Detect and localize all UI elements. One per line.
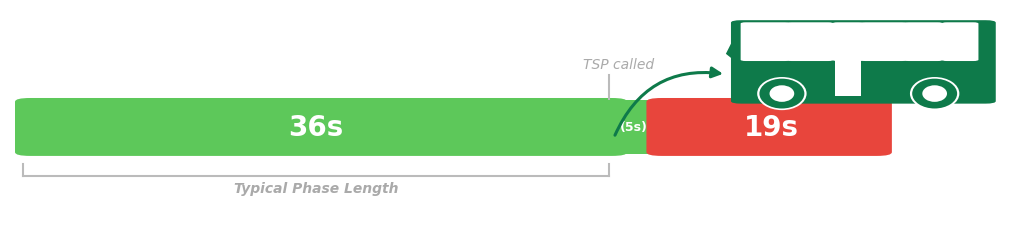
- FancyBboxPatch shape: [740, 23, 791, 62]
- Ellipse shape: [760, 79, 805, 109]
- Bar: [836, 61, 861, 96]
- Text: Typical Phase Length: Typical Phase Length: [233, 181, 398, 195]
- Ellipse shape: [769, 86, 795, 102]
- Ellipse shape: [910, 78, 959, 111]
- FancyBboxPatch shape: [731, 21, 995, 104]
- Text: 36s: 36s: [289, 114, 344, 141]
- FancyArrowPatch shape: [615, 69, 720, 136]
- Bar: [654, 100, 680, 154]
- FancyBboxPatch shape: [942, 23, 979, 62]
- Ellipse shape: [757, 78, 807, 111]
- FancyBboxPatch shape: [860, 23, 907, 62]
- Bar: [589, 100, 618, 154]
- FancyBboxPatch shape: [833, 23, 864, 62]
- FancyBboxPatch shape: [646, 98, 892, 156]
- Ellipse shape: [912, 79, 957, 109]
- Text: 19s: 19s: [744, 114, 799, 141]
- FancyBboxPatch shape: [15, 98, 627, 156]
- FancyBboxPatch shape: [786, 23, 834, 62]
- Text: (5s): (5s): [621, 121, 648, 134]
- Ellipse shape: [923, 86, 947, 102]
- Polygon shape: [726, 34, 736, 63]
- Bar: [608, 100, 659, 154]
- Text: TSP called: TSP called: [584, 57, 654, 71]
- FancyBboxPatch shape: [903, 23, 943, 62]
